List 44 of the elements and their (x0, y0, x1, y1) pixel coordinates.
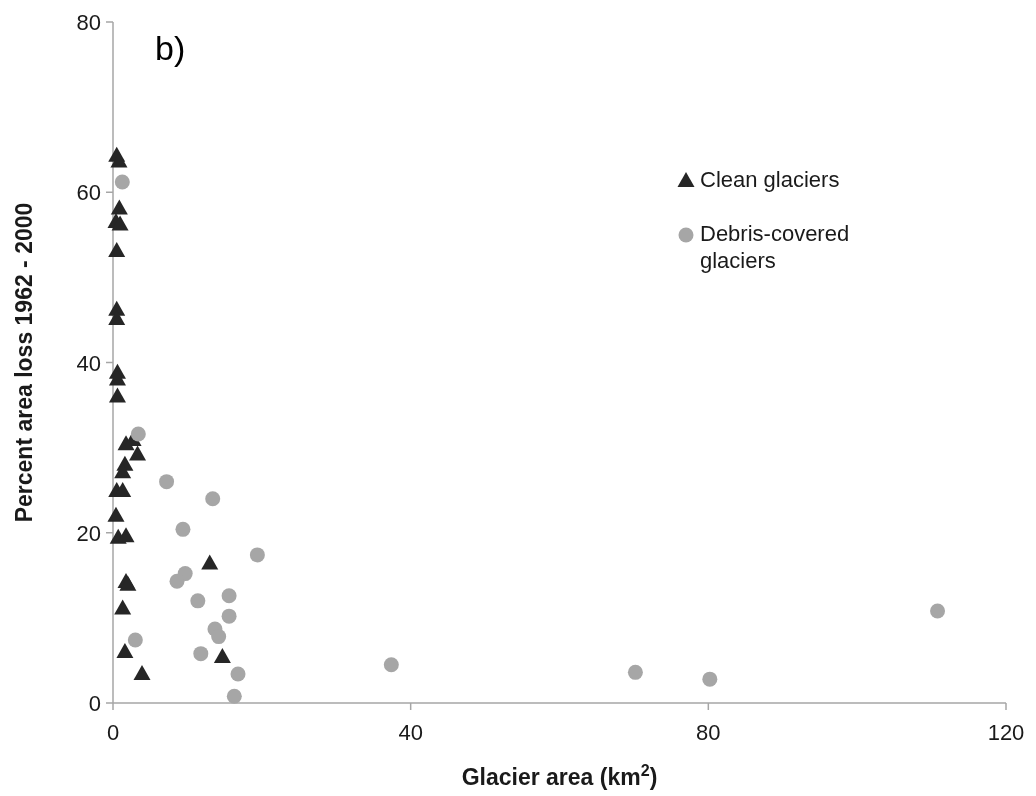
point (702, 671, 718, 687)
point (159, 474, 175, 490)
point (108, 241, 126, 257)
point (129, 445, 147, 461)
point (127, 632, 143, 648)
point (114, 599, 132, 615)
point (193, 646, 209, 662)
y-tick-label: 0 (88, 691, 101, 716)
y-tick-label: 60 (76, 180, 101, 206)
point (627, 664, 643, 680)
point (221, 588, 237, 604)
legend-label: Clean glaciers (700, 167, 840, 192)
point (110, 199, 128, 215)
x-tick-label: 80 (696, 720, 721, 745)
point (226, 688, 242, 704)
point (213, 648, 231, 664)
point (205, 491, 221, 507)
point (383, 657, 399, 673)
point (111, 215, 129, 231)
x-tick-label: 120 (987, 720, 1025, 745)
point (133, 665, 151, 681)
chart-title: b) (155, 29, 186, 67)
point (114, 174, 130, 190)
point (175, 521, 191, 537)
x-tick-label: 0 (106, 720, 120, 745)
x-tick-label: 40 (398, 720, 423, 745)
point (130, 426, 146, 442)
point (201, 554, 219, 570)
point (108, 387, 126, 403)
point (169, 573, 185, 589)
point (116, 642, 134, 658)
legend-label: Debris-covered glaciers (700, 221, 850, 273)
point (930, 603, 946, 619)
point (221, 608, 237, 624)
x-axis-title: Glacier area (km$^{2}$) (461, 761, 658, 790)
y-tick-label: 80 (76, 10, 101, 35)
point (107, 506, 125, 522)
y-tick-label: 40 (76, 350, 101, 376)
point (230, 666, 246, 682)
y-tick-label: 20 (76, 520, 101, 546)
y-axis-title: Percent area loss 1962 - 2000 (11, 202, 37, 523)
point (190, 593, 206, 609)
point (211, 629, 227, 645)
point (249, 547, 265, 563)
